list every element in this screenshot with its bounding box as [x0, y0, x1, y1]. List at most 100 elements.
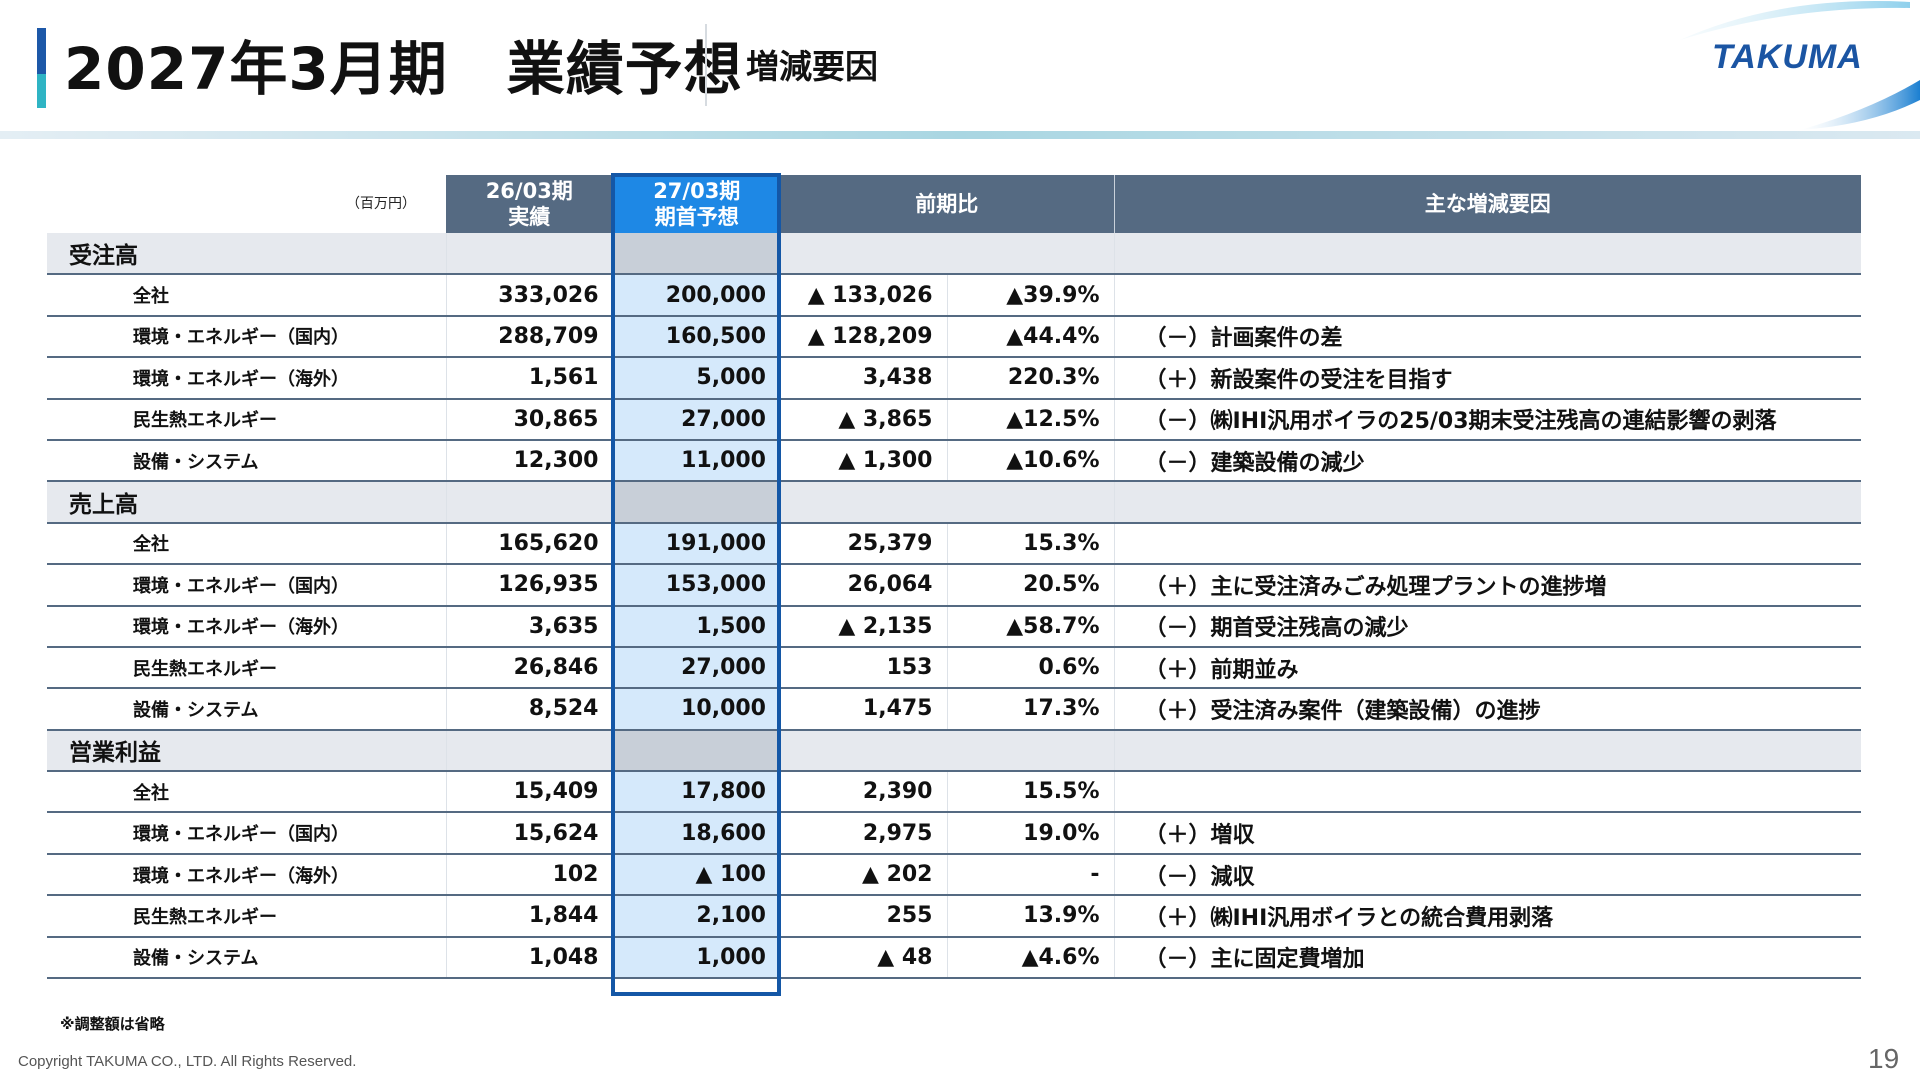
- section-cell: [780, 729, 947, 773]
- section-cell: [1114, 481, 1861, 524]
- factor-text: （－）主に固定費増加: [1114, 936, 1861, 980]
- yoy-pct-value: ▲58.7%: [947, 605, 1115, 648]
- section-label: 受注高: [47, 233, 447, 276]
- section-cell: [780, 233, 947, 276]
- row-label: 環境・エネルギー（国内）: [47, 315, 447, 359]
- factor-text: [1114, 771, 1861, 814]
- row-label: 環境・エネルギー（海外）: [47, 605, 447, 648]
- section-cell: [1114, 729, 1861, 773]
- logo-swoosh-icon: [1680, 1, 1920, 130]
- forecast-value: 1,000: [613, 936, 780, 980]
- table-row: 設備・システム 12,300 11,000 ▲ 1,300 ▲10.6% （－）建築設備の…: [47, 439, 1861, 483]
- yoy-diff-value: 3,438: [780, 357, 948, 400]
- row-label: 環境・エネルギー（国内）: [47, 564, 447, 607]
- factor-text: [1114, 522, 1861, 566]
- table-row: 環境・エネルギー（海外） 102 ▲ 100 ▲ 202- （－）減収: [47, 853, 1861, 897]
- header-divider: [705, 24, 707, 106]
- table-row: 環境・エネルギー（国内） 126,935 153,000 26,064 20.5% （＋）…: [47, 564, 1861, 607]
- forecast-value: 160,500: [613, 315, 780, 359]
- section-cell: [613, 729, 780, 773]
- forecast-value: 153,000: [613, 564, 780, 607]
- yoy-diff-value: 25,379: [780, 522, 948, 566]
- row-label: 設備・システム: [47, 688, 447, 731]
- page-title: 2027年3月期 業績予想: [64, 35, 743, 103]
- row-label: 民生熱エネルギー: [47, 646, 447, 690]
- factor-text: （－）減収: [1114, 853, 1861, 897]
- actual-value: 1,048: [446, 936, 614, 980]
- factor-text: （－）建築設備の減少: [1114, 439, 1861, 483]
- yoy-pct-value: 15.5%: [947, 771, 1115, 814]
- forecast-value: 10,000: [613, 688, 780, 731]
- factor-text: （＋）増収: [1114, 812, 1861, 855]
- section-row: 営業利益: [47, 729, 1861, 773]
- row-label: 環境・エネルギー（海外）: [47, 853, 447, 897]
- yoy-diff-value: ▲ 48: [780, 936, 948, 980]
- yoy-diff-value: 2,390: [780, 771, 948, 814]
- section-cell: [1114, 233, 1861, 276]
- row-label: 設備・システム: [47, 936, 447, 980]
- factor-text: [1114, 274, 1861, 317]
- yoy-pct-value: -: [947, 853, 1115, 897]
- section-cell: [947, 233, 1115, 276]
- forecast-value: 17,800: [613, 771, 780, 814]
- table-row: 全社 165,620 191,000 25,379 15.3%: [47, 522, 1861, 566]
- yoy-diff-value: 26,064: [780, 564, 948, 607]
- table-header-row: （百万円） 26/03期 実績 27/03期 期首予想 前期比 主な増減要因: [47, 175, 1861, 233]
- table-row: 設備・システム 1,048 1,000 ▲ 48 ▲4.6% （－）主に固定費増加: [47, 936, 1861, 980]
- section-cell: [947, 481, 1115, 524]
- actual-value: 1,561: [446, 357, 614, 400]
- factor-text: （＋）前期並み: [1114, 646, 1861, 690]
- table-row: 民生熱エネルギー 26,846 27,000 153 0.6% （＋）前期並み: [47, 646, 1861, 690]
- section-label: 営業利益: [47, 729, 447, 773]
- section-row: 受注高: [47, 233, 1861, 276]
- yoy-diff-value: ▲ 1,300: [780, 439, 948, 483]
- yoy-diff-value: ▲ 202: [780, 853, 948, 897]
- row-label: 全社: [47, 771, 447, 814]
- unit-label: （百万円）: [47, 175, 446, 233]
- actual-value: 288,709: [446, 315, 614, 359]
- table-row: 環境・エネルギー（国内） 288,709 160,500 ▲ 128,209 ▲44.4…: [47, 315, 1861, 359]
- copyright: Copyright TAKUMA CO., LTD. All Rights Re…: [18, 1053, 357, 1070]
- row-label: 設備・システム: [47, 439, 447, 483]
- forecast-value: 18,600: [613, 812, 780, 855]
- forecast-table: （百万円） 26/03期 実績 27/03期 期首予想 前期比 主な増減要因 受注高…: [47, 175, 1861, 980]
- table-row: 環境・エネルギー（国内） 15,624 18,600 2,975 19.0% （＋）増収: [47, 812, 1861, 855]
- row-label: 民生熱エネルギー: [47, 398, 447, 441]
- yoy-pct-value: 220.3%: [947, 357, 1115, 400]
- forecast-value: 27,000: [613, 398, 780, 441]
- section-cell: [613, 481, 780, 524]
- yoy-diff-value: ▲ 3,865: [780, 398, 948, 441]
- yoy-diff-value: 255: [780, 895, 948, 938]
- yoy-pct-value: 20.5%: [947, 564, 1115, 607]
- yoy-pct-value: ▲44.4%: [947, 315, 1115, 359]
- section-cell: [613, 233, 780, 276]
- col-header-factors: 主な増減要因: [1114, 175, 1861, 233]
- yoy-pct-value: ▲39.9%: [947, 274, 1115, 317]
- col-header-fy27: 27/03期 期首予想: [613, 175, 780, 233]
- header-underline: [0, 131, 1920, 139]
- title-accent-bar: [37, 28, 46, 108]
- section-cell: [780, 481, 947, 524]
- table-row: 環境・エネルギー（海外） 1,561 5,000 3,438 220.3% （＋）新設案件…: [47, 357, 1861, 400]
- yoy-diff-value: 2,975: [780, 812, 948, 855]
- forecast-value: ▲ 100: [613, 853, 780, 897]
- section-cell: [947, 729, 1115, 773]
- forecast-value: 2,100: [613, 895, 780, 938]
- forecast-value: 5,000: [613, 357, 780, 400]
- factor-text: （＋）主に受注済みごみ処理プラントの進捗増: [1114, 564, 1861, 607]
- yoy-pct-value: 0.6%: [947, 646, 1115, 690]
- page-subtitle: 増減要因: [746, 47, 878, 86]
- yoy-diff-value: 153: [780, 646, 948, 690]
- yoy-pct-value: 19.0%: [947, 812, 1115, 855]
- actual-value: 15,409: [446, 771, 614, 814]
- row-label: 民生熱エネルギー: [47, 895, 447, 938]
- forecast-value: 1,500: [613, 605, 780, 648]
- table-row: 全社 333,026 200,000 ▲ 133,026 ▲39.9%: [47, 274, 1861, 317]
- row-label: 環境・エネルギー（海外）: [47, 357, 447, 400]
- col-header-fy26: 26/03期 実績: [446, 175, 614, 233]
- factor-text: （－）計画案件の差: [1114, 315, 1861, 359]
- table-row: 設備・システム 8,524 10,000 1,475 17.3% （＋）受注済み案件（建築…: [47, 688, 1861, 731]
- row-label: 全社: [47, 274, 447, 317]
- yoy-pct-value: ▲12.5%: [947, 398, 1115, 441]
- page-number: 19: [1868, 1043, 1900, 1074]
